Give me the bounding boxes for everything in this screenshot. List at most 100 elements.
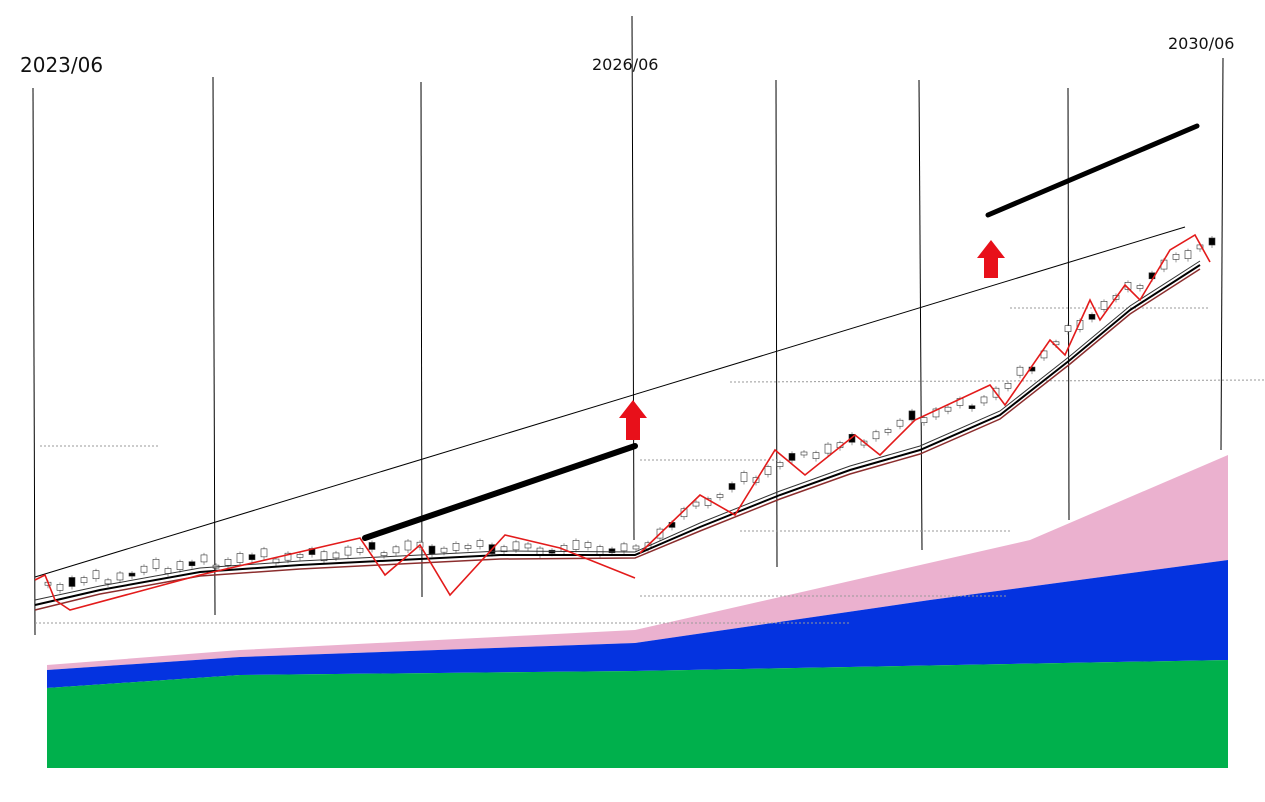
candle-body [428,545,436,555]
candle-body [740,472,748,482]
candle-body [452,543,460,551]
ma-line [34,264,1201,606]
candle-body [944,406,952,412]
candle-body [80,577,88,583]
candle-body [1040,350,1048,359]
candle-body [980,396,988,404]
candle-body [116,572,124,581]
trend-line [34,226,1186,578]
candle-body [476,540,484,547]
candle-body [572,540,580,550]
candle-body [440,547,448,553]
candle-body [800,451,808,456]
candle-body [380,552,388,556]
candle-body [920,417,928,423]
x-label: 2026/06 [592,55,658,74]
candle-body [1172,254,1180,260]
candle-body [1184,250,1192,259]
candle-body [692,501,700,507]
blue-area [47,560,1228,688]
divider [918,79,923,551]
candle-body [224,558,232,566]
candle-body [296,554,304,558]
candle-body [1016,366,1024,376]
candle-body [368,542,376,550]
candle-body [464,545,472,549]
candle-body [128,572,136,577]
ma-line [34,268,1201,611]
candle-body [284,552,292,561]
candle-body [896,419,904,427]
candle-body [824,443,832,454]
pink-area [47,455,1228,670]
candle-body [632,545,640,550]
candle-body [500,546,508,553]
candle-body [968,405,976,409]
candle-body [188,561,196,567]
candle-body [608,548,616,554]
candle-body [344,546,352,556]
zigzag-line [639,233,1211,554]
green-area [47,660,1228,768]
divider [775,79,778,568]
thick-segment [362,443,638,541]
candle-body [908,410,916,421]
candle-body [200,554,208,563]
candle-body [392,546,400,554]
divider [1067,87,1070,521]
zigzag-line [34,534,636,611]
stacked-areas [47,455,1228,768]
up-arrow [977,240,1005,278]
divider [631,15,635,541]
candle-body [68,577,76,587]
candle-body [320,551,328,562]
divider [212,76,216,616]
divider [32,87,36,636]
moving-averages [34,260,1201,611]
candle-body [584,542,592,548]
zigzag [34,233,1211,611]
candle-body [716,494,724,498]
vertical-lines [32,15,1224,636]
candle-body [140,565,148,573]
candle-body [788,453,796,461]
divider [1220,57,1224,451]
candle-body [260,548,268,558]
candle-body [524,543,532,549]
candle-body [812,452,820,459]
candle-body [1004,383,1012,389]
dotted-levels [35,307,1265,624]
level [729,379,1265,383]
candle-body [884,429,892,433]
candle-body [512,541,520,551]
candle-body [620,543,628,552]
candle-body [932,408,940,418]
candle-body [104,579,112,585]
candle-body [356,547,364,553]
candle-body [728,483,736,490]
candle-body [176,561,184,570]
x-label: 2023/06 [20,53,103,77]
candle-body [164,568,172,574]
candle-body [92,570,100,580]
candle-body [872,431,880,440]
candle-body [596,546,604,555]
candle-body [404,540,412,551]
candle-body [776,462,784,467]
candle-body [1136,285,1144,289]
ma-line [34,260,1201,601]
candle-body [332,552,340,559]
divider [420,81,423,598]
candle-body [248,554,256,560]
thick-segment [985,123,1200,218]
candle-body [236,553,244,563]
candle-body [1064,325,1072,332]
x-label: 2030/06 [1168,34,1234,53]
candle-body [1088,314,1096,320]
candle-body [1208,237,1216,246]
up-arrow [619,400,647,440]
candle-body [56,584,64,591]
candle-body [152,559,160,569]
candle-body [764,466,772,475]
